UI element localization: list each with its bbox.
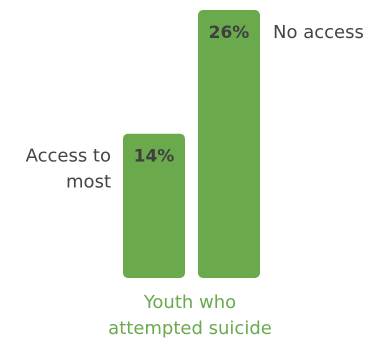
- bar-0: [123, 133, 185, 278]
- x-axis-label-line-2: attempted suicide: [108, 318, 272, 339]
- category-label-1: No access: [273, 22, 364, 43]
- category-label-0: Access to most: [26, 146, 111, 193]
- x-axis-label-line-1: Youth who: [143, 292, 236, 313]
- value-label-1: 26%: [209, 23, 250, 43]
- value-label-0: 14%: [134, 147, 175, 167]
- bars-layer: [123, 10, 260, 278]
- labels-layer: 14% Access to most 26% No access: [26, 22, 364, 193]
- bar-1: [198, 10, 260, 278]
